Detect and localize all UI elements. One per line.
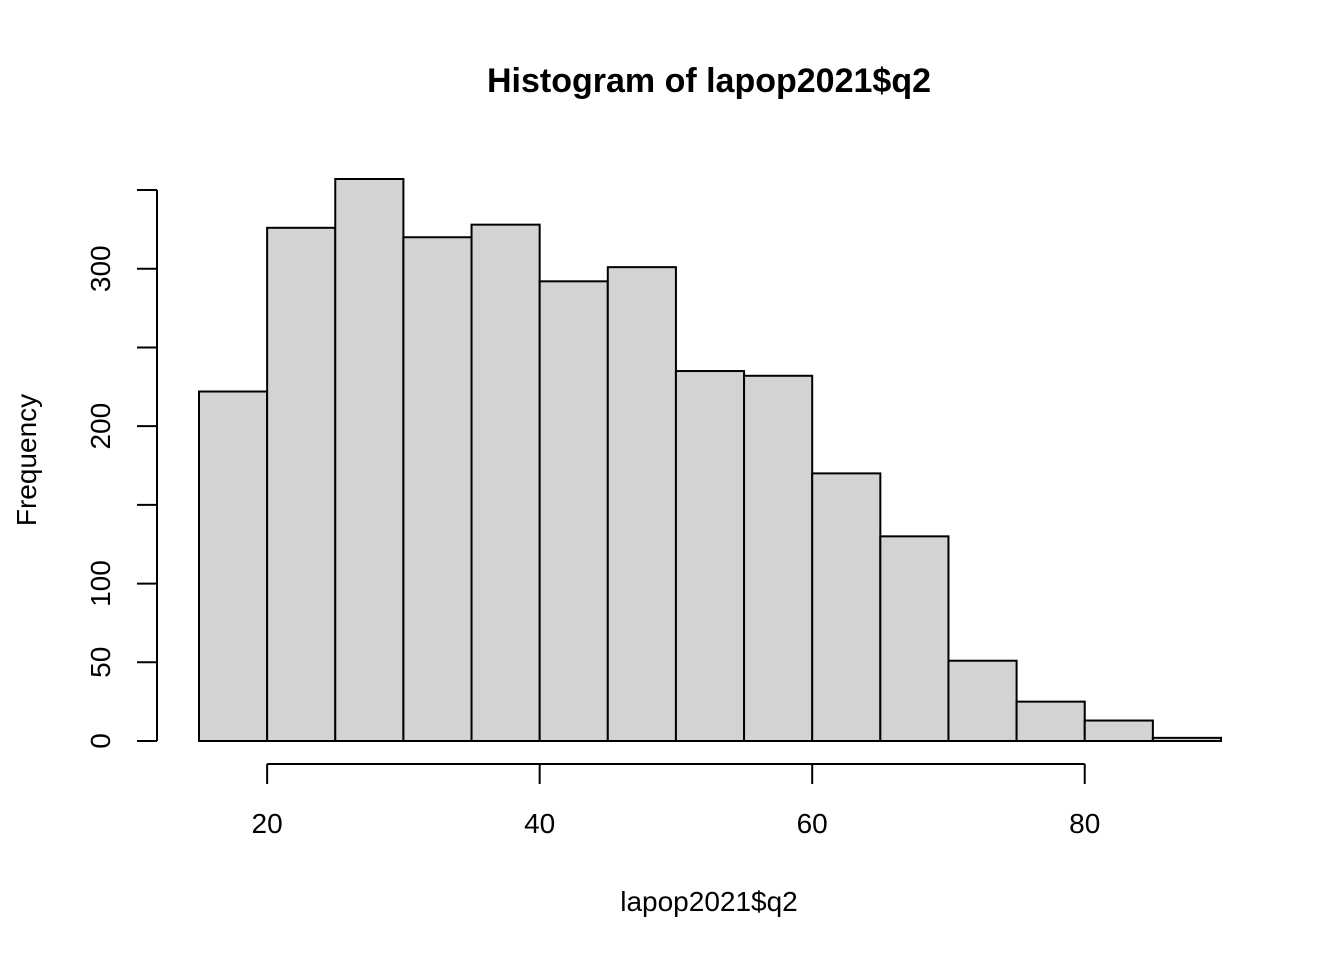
histogram-bar: [266, 226, 337, 742]
histogram-bar: [606, 266, 677, 742]
y-tick-label: 50: [85, 647, 116, 678]
histogram-bar: [470, 223, 541, 743]
y-tick-label: 0: [85, 733, 116, 749]
histogram-bar: [811, 472, 882, 742]
histogram-bar: [743, 374, 814, 742]
x-tick-label: 20: [252, 808, 283, 839]
histogram-bar: [538, 280, 609, 742]
y-axis: 0 50 100 200 300: [85, 189, 158, 749]
chart-title: Histogram of lapop2021$q2: [487, 62, 931, 100]
histogram-bar: [1015, 700, 1086, 743]
histogram-bar: [402, 236, 473, 743]
x-axis: 20 40 60 80: [252, 763, 1100, 839]
y-tick-label: 200: [85, 403, 116, 450]
x-axis-label: lapop2021$q2: [620, 886, 798, 917]
histogram-bar: [879, 535, 950, 743]
histogram-bar: [1151, 736, 1223, 743]
bars-group: [198, 178, 1223, 743]
histogram-bar: [334, 178, 405, 742]
y-tick-label: 100: [85, 560, 116, 607]
x-tick-label: 40: [524, 808, 555, 839]
histogram-bar: [1083, 719, 1154, 743]
histogram-bar: [198, 390, 269, 742]
y-axis-label: Frequency: [11, 394, 42, 526]
y-tick-label: 300: [85, 245, 116, 292]
histogram-bar: [947, 659, 1018, 743]
x-tick-label: 60: [797, 808, 828, 839]
x-tick-label: 80: [1069, 808, 1100, 839]
histogram-bar: [674, 370, 746, 742]
